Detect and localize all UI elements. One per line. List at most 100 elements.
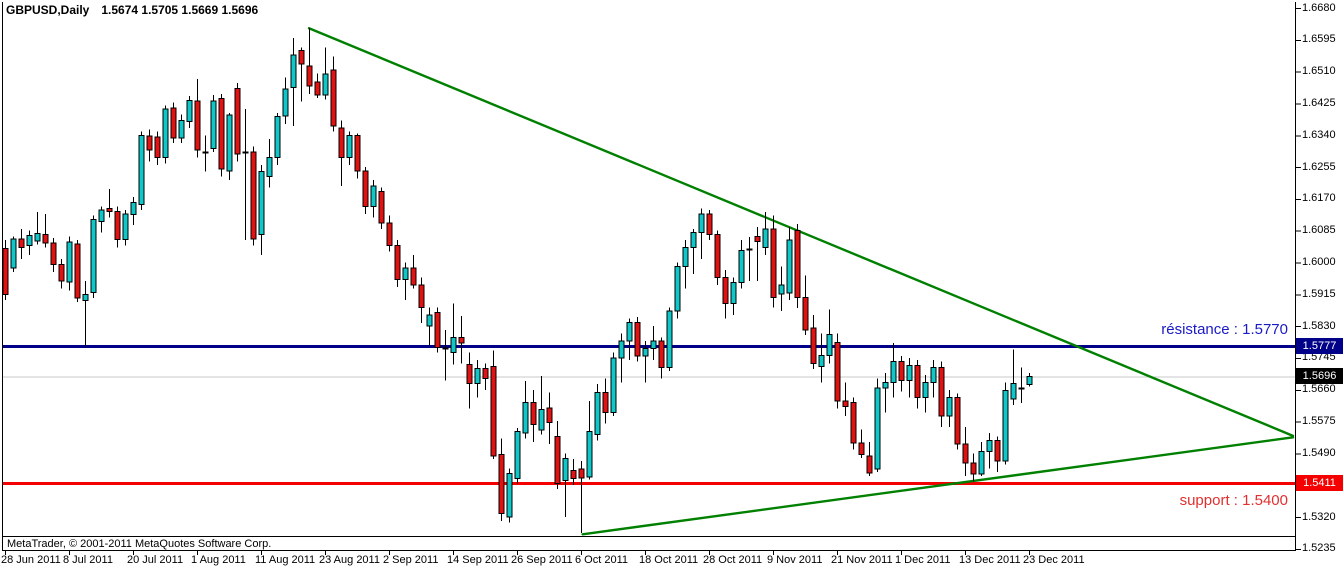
candle-body: [362, 170, 369, 207]
candle-body: [210, 100, 217, 149]
candle-body: [26, 235, 33, 247]
candle-body: [394, 245, 401, 280]
candle-body: [554, 436, 561, 484]
price-tick-label: 1.6680: [1302, 1, 1336, 14]
date-tick-label: 21 Nov 2011: [831, 554, 893, 566]
candle-body: [938, 366, 945, 417]
date-tick-label: 20 Jul 2011: [127, 554, 184, 566]
candle-body: [74, 243, 81, 299]
candle-body: [258, 171, 265, 235]
candle-body: [386, 222, 393, 247]
candle-body: [58, 263, 65, 282]
candle-body: [34, 232, 41, 242]
candle-body: [250, 151, 257, 240]
candle-body: [626, 321, 633, 342]
candle-body: [306, 65, 313, 87]
candle-body: [890, 361, 897, 383]
candle-body: [802, 297, 809, 331]
candle-body: [730, 282, 737, 305]
candle-body: [570, 469, 577, 480]
candle-body: [522, 402, 529, 434]
candle-body: [50, 242, 57, 265]
candle-body: [970, 462, 977, 475]
candle-body: [698, 213, 705, 234]
price-tick-label: 1.6170: [1302, 192, 1336, 205]
candle-body: [194, 100, 201, 151]
candle-body: [18, 238, 25, 249]
price-tick-label: 1.6510: [1302, 65, 1336, 78]
candle-body: [66, 241, 73, 283]
quote-ohlc-label: 1.5674 1.5705 1.5669 1.5696: [101, 3, 259, 17]
date-tick-label: 6 Oct 2011: [575, 554, 628, 566]
candle-body: [434, 312, 441, 348]
candle-body: [466, 364, 473, 384]
candle-body: [98, 209, 105, 222]
date-tick-label: 26 Sep 2011: [511, 554, 573, 566]
candle-body: [378, 190, 385, 224]
candle-body: [922, 381, 929, 398]
date-tick-label: 14 Sep 2011: [447, 554, 509, 566]
candle-body: [962, 443, 969, 464]
candle-body: [82, 293, 89, 302]
candle-body: [1002, 390, 1009, 462]
candle-body: [330, 69, 337, 127]
candle-body: [298, 49, 305, 65]
candle-body: [546, 407, 553, 424]
candle-body: [130, 202, 137, 216]
price-tick-label: 1.5745: [1302, 351, 1336, 364]
date-tick-label: 2 Sep 2011: [383, 554, 439, 566]
candle-body: [906, 364, 913, 381]
price-tick-label: 1.5660: [1302, 383, 1336, 396]
date-tick-label: 23 Aug 2011: [319, 554, 380, 566]
candle-body: [474, 367, 481, 384]
candle-body: [986, 439, 993, 453]
candle-body: [642, 348, 649, 357]
candle-body: [634, 321, 641, 357]
candle-body: [186, 99, 193, 122]
symbol-period-label: GBPUSD,Daily: [6, 3, 90, 17]
candle-body: [402, 267, 409, 280]
candle-body: [338, 127, 345, 159]
price-tick-label: 1.5235: [1302, 542, 1336, 555]
candle-body: [290, 54, 297, 88]
date-tick-label: 1 Aug 2011: [191, 554, 246, 566]
candle-body: [162, 108, 169, 159]
candle-body: [778, 284, 785, 295]
candle-body: [1010, 382, 1017, 400]
ascending-trendline[interactable]: [581, 436, 1295, 536]
descending-trendline[interactable]: [307, 27, 1295, 438]
candle-body: [154, 136, 161, 159]
candle-body: [594, 391, 601, 436]
candle-body: [738, 250, 745, 284]
candle-body: [978, 451, 985, 475]
candle-body: [146, 135, 153, 151]
candle-body: [90, 218, 97, 293]
price-tick-label: 1.6000: [1302, 256, 1336, 269]
candle-body: [1026, 375, 1033, 386]
candle-body: [882, 381, 889, 389]
candle-body: [138, 134, 145, 206]
chart-title: GBPUSD,Daily 1.5674 1.5705 1.5669 1.5696: [6, 3, 258, 17]
candle-body: [442, 347, 449, 350]
candle-body: [274, 116, 281, 159]
candle-body: [1018, 387, 1025, 390]
candle-body: [930, 366, 937, 383]
candle-body: [586, 430, 593, 478]
candle-body: [602, 391, 609, 413]
candle-body: [842, 400, 849, 407]
date-tick-label: 9 Nov 2011: [767, 554, 823, 566]
price-tick-label: 1.6255: [1302, 160, 1336, 173]
candle-body: [834, 341, 841, 402]
price-tick-label: 1.6425: [1302, 96, 1336, 109]
candle-body: [658, 340, 665, 368]
candle-body: [354, 134, 361, 172]
candle-body: [226, 114, 233, 172]
candle-body: [426, 314, 433, 327]
candle-body: [482, 367, 489, 380]
price-tick-label: 1.5575: [1302, 415, 1336, 428]
candle-body: [746, 248, 753, 251]
candle-body: [490, 366, 497, 457]
candle-body: [674, 265, 681, 312]
candle-body: [810, 327, 817, 365]
